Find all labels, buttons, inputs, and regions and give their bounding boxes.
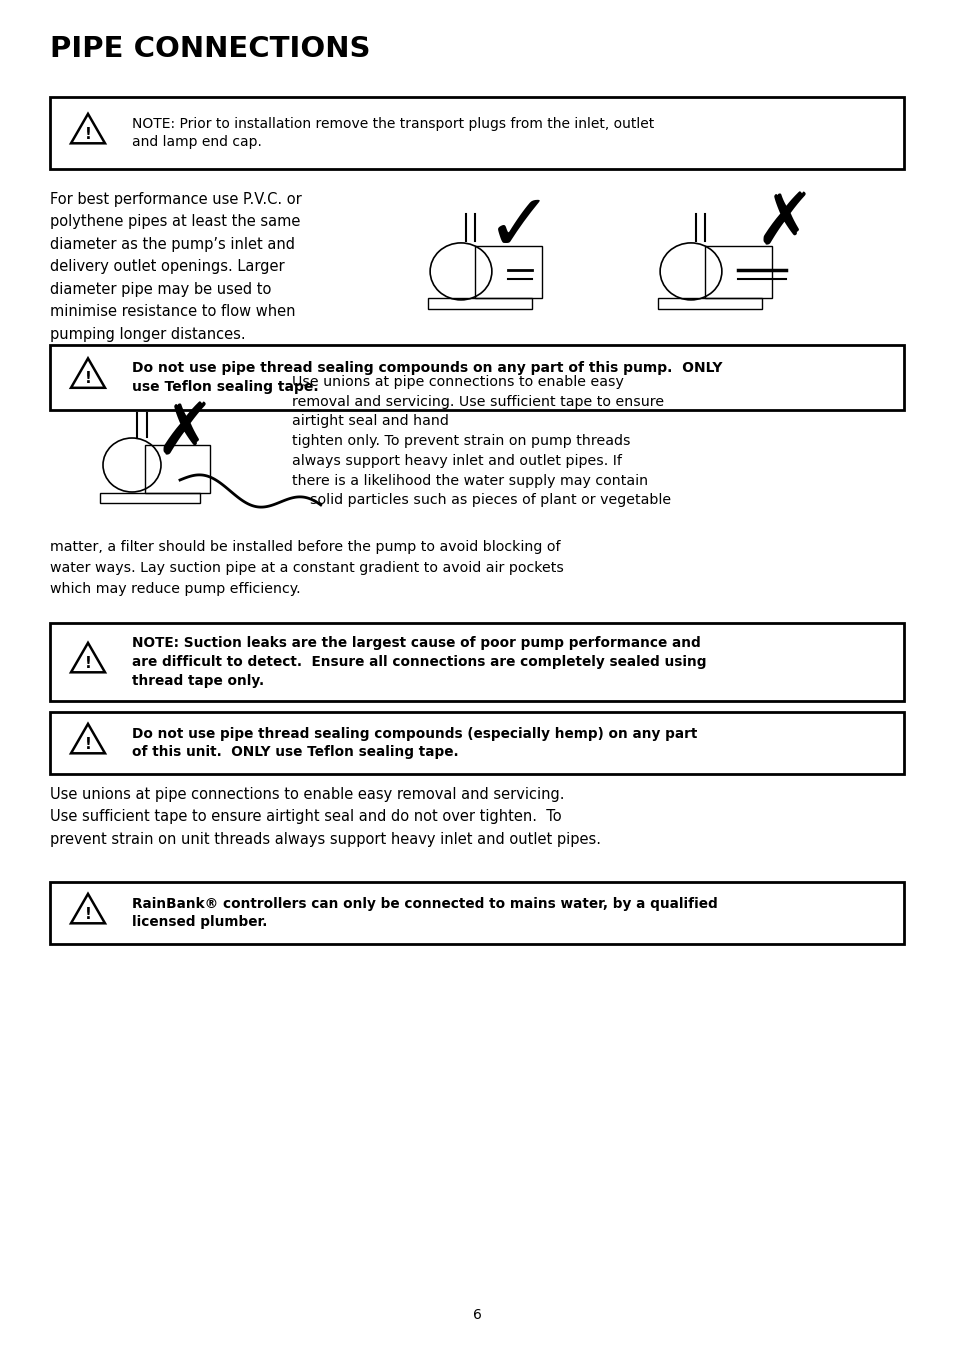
Text: !: ! — [85, 907, 91, 922]
Text: RainBank® controllers can only be connected to mains water, by a qualified
licen: RainBank® controllers can only be connec… — [132, 896, 717, 930]
Bar — [50, 882, 903, 944]
Text: Use unions at pipe connections to enable easy removal and servicing.
Use suffici: Use unions at pipe connections to enable… — [50, 787, 600, 846]
Bar — [100, 493, 200, 504]
Bar — [50, 622, 903, 701]
Text: Do not use pipe thread sealing compounds (especially hemp) on any part
of this u: Do not use pipe thread sealing compounds… — [132, 726, 697, 760]
Text: PIPE CONNECTIONS: PIPE CONNECTIONS — [50, 35, 370, 63]
Text: NOTE: Prior to installation remove the transport plugs from the inlet, outlet
an: NOTE: Prior to installation remove the t… — [132, 116, 654, 150]
Bar — [704, 246, 771, 298]
Text: NOTE: Suction leaks are the largest cause of poor pump performance and
are diffi: NOTE: Suction leaks are the largest caus… — [132, 636, 706, 688]
Text: For best performance use P.V.C. or
polythene pipes at least the same
diameter as: For best performance use P.V.C. or polyt… — [50, 192, 301, 342]
Bar — [657, 298, 761, 309]
Bar — [145, 446, 210, 493]
Text: ✗: ✗ — [154, 400, 215, 468]
Text: ✓: ✓ — [486, 190, 553, 269]
Bar — [427, 298, 532, 309]
Text: ✗: ✗ — [754, 190, 815, 259]
Text: !: ! — [85, 737, 91, 752]
Text: matter, a filter should be installed before the pump to avoid blocking of
water : matter, a filter should be installed bef… — [50, 540, 563, 595]
Text: !: ! — [85, 656, 91, 671]
Text: Do not use pipe thread sealing compounds on any part of this pump.  ONLY
use Tef: Do not use pipe thread sealing compounds… — [132, 360, 721, 394]
Bar — [475, 246, 541, 298]
Text: 6: 6 — [472, 1308, 481, 1322]
Text: !: ! — [85, 127, 91, 142]
Text: !: ! — [85, 371, 91, 386]
Bar — [50, 97, 903, 169]
Bar — [50, 711, 903, 774]
Bar — [50, 346, 903, 410]
Text: Use unions at pipe connections to enable easy
removal and servicing. Use suffici: Use unions at pipe connections to enable… — [292, 375, 670, 508]
